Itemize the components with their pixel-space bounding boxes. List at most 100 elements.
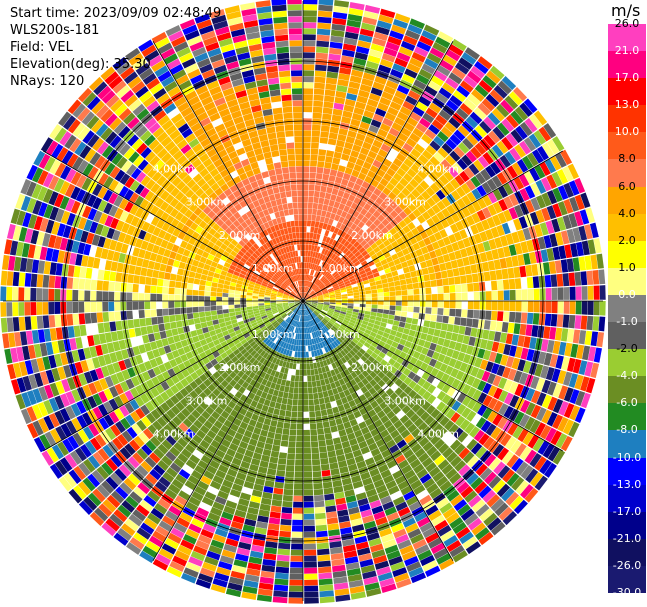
ppi-gate — [317, 203, 324, 210]
ppi-gate — [574, 211, 584, 227]
ppi-gate — [369, 468, 380, 477]
ppi-gate — [425, 294, 432, 301]
ppi-gate — [294, 471, 303, 478]
ppi-gate — [403, 158, 414, 168]
ppi-gate — [367, 170, 376, 179]
ppi-gate — [395, 475, 407, 485]
ppi-gate — [350, 238, 357, 246]
ppi-gate — [481, 219, 491, 231]
ppi-gate — [326, 371, 332, 378]
ppi-gate — [305, 301, 312, 303]
ppi-gate — [563, 403, 575, 419]
ppi-gate — [222, 297, 229, 301]
ppi-gate — [311, 301, 318, 303]
ppi-gate — [303, 286, 305, 293]
ppi-gate — [563, 287, 570, 300]
ppi-gate — [435, 370, 445, 380]
ppi-gate — [341, 49, 355, 58]
ppi-gate — [399, 279, 407, 286]
ppi-gate — [533, 110, 548, 126]
ppi-gate — [511, 255, 519, 267]
ppi-gate — [393, 434, 404, 444]
ppi-gate — [423, 252, 431, 261]
ppi-gate — [315, 410, 322, 418]
ppi-gate — [24, 273, 32, 287]
ppi-gate — [416, 516, 431, 528]
ppi-gate — [417, 169, 428, 180]
ppi-gate — [586, 315, 594, 331]
ppi-gate — [303, 292, 305, 299]
ppi-gate — [341, 294, 348, 297]
ppi-gate — [314, 494, 324, 502]
ppi-gate — [394, 310, 402, 317]
ppi-gate — [336, 84, 348, 93]
ppi-gate — [311, 312, 317, 318]
ppi-gate — [462, 536, 478, 550]
ppi-gate — [309, 269, 313, 276]
ppi-gate — [421, 326, 429, 334]
ppi-gate — [325, 264, 331, 271]
ppi-gate — [334, 176, 343, 184]
ppi-gate — [323, 302, 330, 304]
ppi-gate — [356, 253, 364, 261]
ppi-gate — [351, 69, 364, 78]
ppi-gate — [298, 321, 301, 328]
ppi-gate — [446, 323, 454, 333]
ppi-gate — [353, 295, 360, 299]
ppi-gate — [353, 260, 361, 267]
ppi-gate — [398, 210, 408, 220]
ppi-gate — [346, 394, 354, 402]
ppi-gate — [304, 579, 318, 586]
ppi-gate — [395, 331, 403, 339]
ppi-gate — [289, 429, 297, 436]
ppi-gate — [293, 501, 303, 508]
ppi-gate — [321, 310, 327, 315]
ppi-gate — [401, 404, 411, 415]
ppi-gate — [404, 469, 416, 480]
ppi-gate — [401, 464, 413, 475]
ppi-gate — [186, 313, 194, 320]
ppi-gate — [397, 480, 410, 491]
ppi-gate — [412, 282, 420, 289]
ppi-gate — [385, 387, 395, 397]
ppi-gate — [455, 284, 462, 293]
ppi-gate — [520, 277, 528, 289]
ppi-gate — [517, 335, 525, 347]
ppi-gate — [589, 222, 599, 239]
ppi-gate — [334, 442, 343, 451]
ppi-gate — [324, 332, 330, 339]
ppi-gate — [318, 274, 324, 280]
ppi-gate — [288, 362, 294, 369]
ppi-gate — [347, 308, 354, 312]
ppi-gate — [297, 345, 301, 352]
ppi-gate — [398, 255, 407, 263]
ppi-gate — [426, 404, 436, 415]
ppi-gate — [368, 206, 377, 215]
ppi-gate — [357, 381, 365, 389]
ppi-gate — [456, 481, 470, 494]
ppi-gate — [198, 301, 205, 307]
ppi-gate — [299, 363, 303, 370]
ppi-gate — [289, 567, 303, 574]
ppi-gate — [368, 387, 377, 396]
ppi-gate — [371, 289, 378, 294]
ppi-gate — [463, 98, 477, 111]
ppi-gate — [400, 127, 412, 138]
ppi-gate — [370, 352, 378, 360]
ppi-gate — [303, 399, 309, 406]
ppi-gate — [345, 136, 356, 144]
ppi-gate — [488, 457, 501, 471]
ppi-gate — [399, 316, 407, 323]
ppi-gate — [461, 384, 472, 395]
ppi-gate — [199, 279, 207, 286]
ppi-gate — [590, 331, 599, 347]
ppi-gate — [520, 347, 529, 360]
ppi-gate — [459, 229, 468, 240]
ppi-gate — [295, 333, 298, 340]
ppi-gate — [400, 284, 408, 291]
ppi-gate — [134, 327, 142, 337]
ppi-gate — [327, 286, 333, 290]
ppi-gate — [316, 167, 324, 174]
ppi-gate — [373, 511, 386, 521]
ppi-gate — [466, 215, 476, 226]
